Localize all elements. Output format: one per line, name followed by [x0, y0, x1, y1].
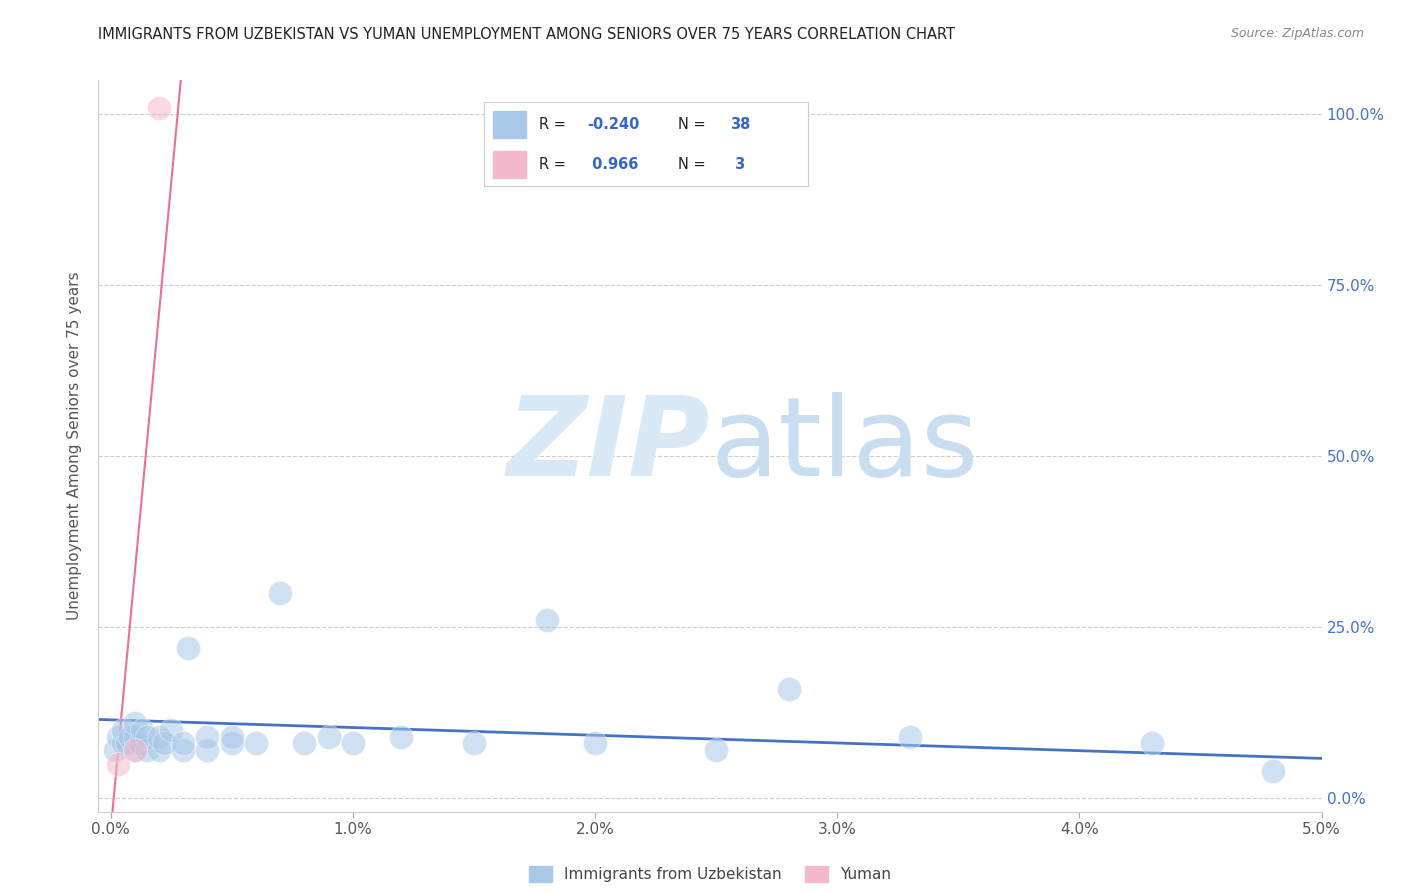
- Point: [898, 730, 921, 744]
- Point: [111, 736, 134, 750]
- Point: [172, 736, 194, 750]
- Point: [389, 730, 412, 744]
- Point: [172, 743, 194, 757]
- Point: [342, 736, 364, 750]
- Point: [463, 736, 485, 750]
- Point: [245, 736, 267, 750]
- Point: [117, 736, 139, 750]
- Point: [104, 743, 127, 757]
- Point: [704, 743, 727, 757]
- Point: [197, 743, 219, 757]
- Point: [135, 743, 157, 757]
- Point: [148, 101, 170, 115]
- Point: [536, 613, 558, 627]
- Point: [292, 736, 315, 750]
- Point: [124, 743, 146, 757]
- Point: [107, 730, 129, 744]
- Text: ZIP: ZIP: [506, 392, 710, 500]
- Point: [197, 730, 219, 744]
- Point: [221, 730, 243, 744]
- Point: [128, 736, 150, 750]
- Point: [1140, 736, 1163, 750]
- Point: [124, 715, 146, 730]
- Point: [318, 730, 340, 744]
- Point: [124, 730, 146, 744]
- Point: [269, 586, 291, 600]
- Point: [131, 723, 153, 737]
- Text: Source: ZipAtlas.com: Source: ZipAtlas.com: [1230, 27, 1364, 40]
- Point: [148, 730, 170, 744]
- Text: IMMIGRANTS FROM UZBEKISTAN VS YUMAN UNEMPLOYMENT AMONG SENIORS OVER 75 YEARS COR: IMMIGRANTS FROM UZBEKISTAN VS YUMAN UNEM…: [98, 27, 956, 42]
- Point: [1263, 764, 1285, 778]
- Point: [135, 730, 157, 744]
- Text: atlas: atlas: [710, 392, 979, 500]
- Point: [160, 723, 183, 737]
- Point: [111, 723, 134, 737]
- Point: [148, 743, 170, 757]
- Point: [778, 681, 800, 696]
- Point: [153, 736, 176, 750]
- Point: [221, 736, 243, 750]
- Point: [107, 756, 129, 771]
- Point: [177, 640, 200, 655]
- Y-axis label: Unemployment Among Seniors over 75 years: Unemployment Among Seniors over 75 years: [67, 272, 83, 620]
- Legend: Immigrants from Uzbekistan, Yuman: Immigrants from Uzbekistan, Yuman: [523, 860, 897, 888]
- Point: [124, 743, 146, 757]
- Point: [118, 730, 141, 744]
- Point: [583, 736, 606, 750]
